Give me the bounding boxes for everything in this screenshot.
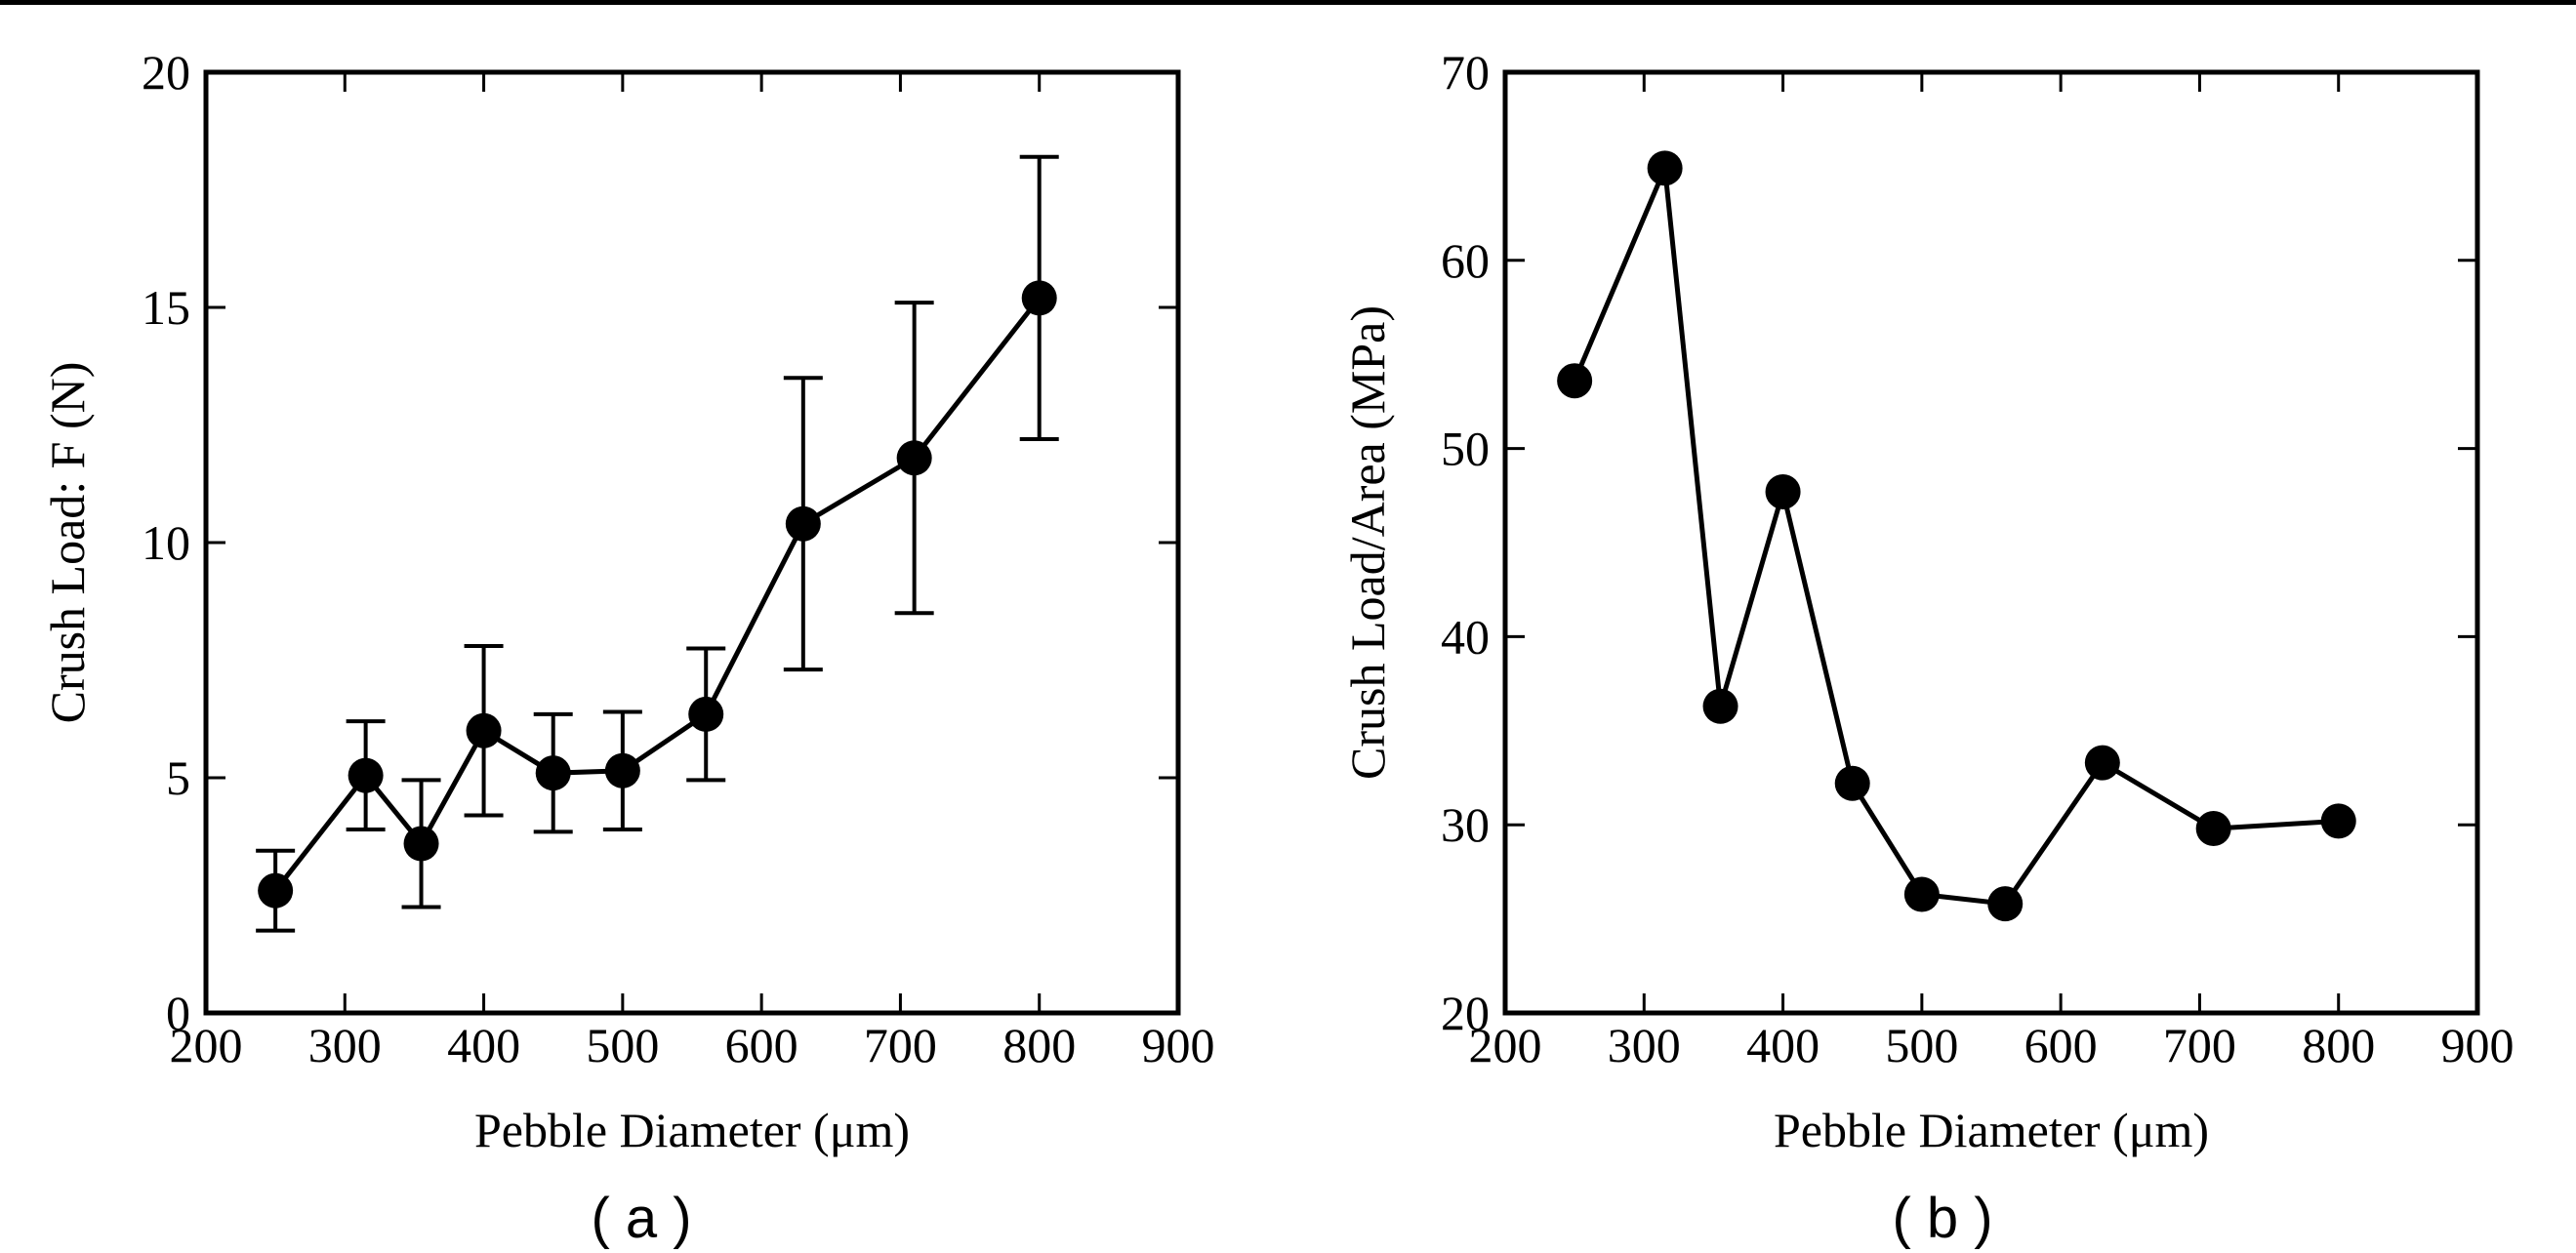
series-line-b bbox=[1572, 167, 2339, 907]
data-points-b bbox=[1557, 150, 2356, 922]
plot-frame-b bbox=[1502, 69, 2480, 1016]
chart-panel-a: 200 300 400 500 600 700 800 900 0 5 10 15 20 Pebble… bbox=[40, 45, 1215, 1250]
x-tick-labels-a: 200 300 400 500 600 700 800 900 bbox=[170, 1018, 1215, 1072]
chart-panel-b: 200 300 400 500 600 700 800 900 20 30 40 50 60 70 Pe… bbox=[1340, 45, 2515, 1250]
data-point-b bbox=[1557, 363, 1593, 399]
plot-frame-a bbox=[203, 69, 1181, 1016]
y-tick-label-a: 0 bbox=[166, 986, 190, 1040]
data-point-b bbox=[1647, 150, 1683, 186]
data-point-a bbox=[1021, 280, 1057, 316]
tick-marks-a bbox=[204, 70, 1180, 1015]
x-tick-label-a: 600 bbox=[725, 1018, 798, 1072]
y-tick-labels-b: 20 30 40 50 60 70 bbox=[1441, 45, 1490, 1040]
x-tick-label-b: 400 bbox=[1746, 1018, 1820, 1072]
x-tick-label-a: 800 bbox=[1002, 1018, 1076, 1072]
data-point-a bbox=[348, 757, 384, 793]
x-tick-label-a: 700 bbox=[864, 1018, 937, 1072]
data-point-a bbox=[535, 755, 571, 791]
error-bars-a bbox=[256, 154, 1059, 933]
data-points-a bbox=[258, 280, 1057, 909]
x-tick-label-b: 900 bbox=[2441, 1018, 2515, 1072]
x-tick-label-b: 800 bbox=[2302, 1018, 2375, 1072]
series-line-a bbox=[273, 296, 1042, 893]
y-axis-label-a: Crush Load: F (N) bbox=[40, 362, 95, 724]
y-tick-label-b: 30 bbox=[1441, 797, 1490, 852]
panel-label-a: ( a ) bbox=[591, 1187, 691, 1250]
x-tick-label-b: 700 bbox=[2163, 1018, 2236, 1072]
tick-marks-b bbox=[1503, 70, 2479, 1015]
data-point-a bbox=[403, 826, 439, 862]
data-point-b bbox=[1987, 886, 2024, 922]
y-tick-label-b: 70 bbox=[1441, 45, 1490, 100]
x-tick-label-a: 900 bbox=[1142, 1018, 1215, 1072]
x-tick-label-a: 300 bbox=[308, 1018, 382, 1072]
panel-label-b: ( b ) bbox=[1892, 1187, 1992, 1250]
y-tick-label-a: 15 bbox=[142, 280, 190, 335]
data-point-b bbox=[2320, 803, 2356, 839]
x-axis-label-a: Pebble Diameter (μm) bbox=[474, 1103, 910, 1157]
x-tick-label-b: 300 bbox=[1608, 1018, 1681, 1072]
x-tick-label-b: 500 bbox=[1885, 1018, 1958, 1072]
y-tick-label-b: 20 bbox=[1441, 986, 1490, 1040]
y-tick-label-b: 40 bbox=[1441, 609, 1490, 664]
y-tick-labels-a: 0 5 10 15 20 bbox=[142, 45, 190, 1040]
x-axis-label-b: Pebble Diameter (μm) bbox=[1774, 1103, 2209, 1157]
y-tick-label-a: 20 bbox=[142, 45, 190, 100]
data-point-b bbox=[1702, 688, 1738, 724]
y-tick-label-b: 60 bbox=[1441, 233, 1490, 288]
data-point-b bbox=[1903, 876, 1940, 912]
data-point-a bbox=[604, 752, 640, 788]
data-point-a bbox=[785, 505, 821, 542]
y-tick-label-b: 50 bbox=[1441, 422, 1490, 476]
data-point-b bbox=[1765, 473, 1801, 509]
x-tick-labels-b: 200 300 400 500 600 700 800 900 bbox=[1469, 1018, 2515, 1072]
x-tick-label-b: 200 bbox=[1469, 1018, 1542, 1072]
data-point-a bbox=[258, 872, 294, 909]
y-axis-label-b: Crush Load/Area (MPa) bbox=[1340, 305, 1395, 780]
data-point-b bbox=[1834, 765, 1870, 801]
top-border-rule bbox=[0, 0, 2576, 5]
x-tick-label-b: 600 bbox=[2024, 1018, 2098, 1072]
y-tick-label-a: 10 bbox=[142, 515, 190, 570]
x-tick-label-a: 400 bbox=[447, 1018, 520, 1072]
data-point-a bbox=[896, 440, 932, 476]
data-point-a bbox=[466, 712, 502, 748]
data-point-a bbox=[688, 696, 724, 732]
x-tick-label-a: 200 bbox=[170, 1018, 243, 1072]
y-tick-label-a: 5 bbox=[166, 750, 190, 805]
data-point-b bbox=[2084, 745, 2120, 781]
x-tick-label-a: 500 bbox=[586, 1018, 659, 1072]
data-point-b bbox=[2195, 811, 2231, 847]
